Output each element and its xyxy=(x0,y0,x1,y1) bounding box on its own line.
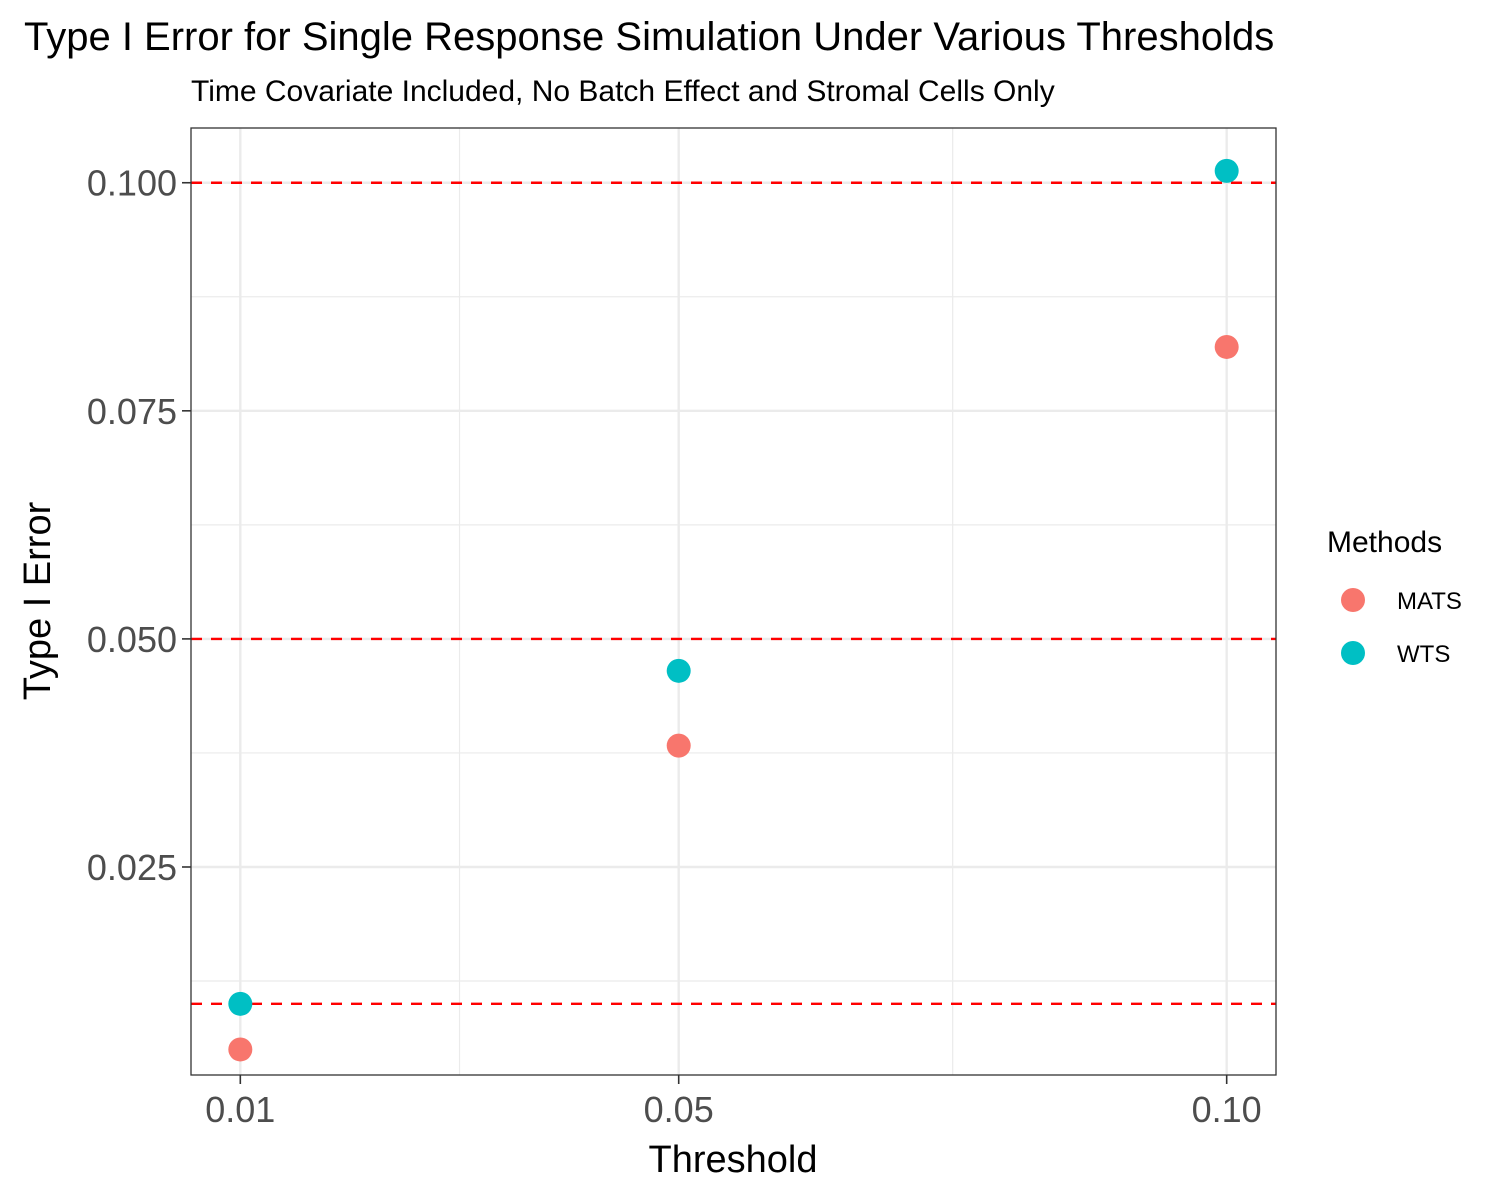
data-point-mats xyxy=(228,1037,253,1062)
minor-gridlines xyxy=(191,128,1276,1075)
data-points xyxy=(228,158,1239,1062)
data-point-wts xyxy=(666,658,691,683)
x-tick-label: 0.01 xyxy=(205,1089,275,1130)
y-tick-label: 0.050 xyxy=(87,619,177,660)
legend-label-wts: WTS xyxy=(1397,641,1450,668)
chart-title: Type I Error for Single Response Simulat… xyxy=(24,15,1274,59)
x-tick-label: 0.10 xyxy=(1192,1089,1262,1130)
y-tick-label: 0.100 xyxy=(87,163,177,204)
legend-title: Methods xyxy=(1327,526,1442,559)
chart-subtitle: Time Covariate Included, No Batch Effect… xyxy=(191,75,1055,108)
y-tick-label: 0.075 xyxy=(87,391,177,432)
legend-key-mats xyxy=(1341,588,1365,612)
y-axis-title: Type I Error xyxy=(17,501,59,700)
y-axis: 0.025 0.050 0.075 0.100 xyxy=(87,163,191,888)
x-tick-label: 0.05 xyxy=(644,1089,714,1130)
data-point-wts xyxy=(228,991,253,1016)
plot-panel-background xyxy=(191,128,1276,1075)
x-axis-title: Threshold xyxy=(649,1139,818,1181)
legend-label-mats: MATS xyxy=(1397,588,1462,615)
data-point-mats xyxy=(1214,334,1239,359)
y-tick-label: 0.025 xyxy=(87,847,177,888)
reference-lines xyxy=(191,181,1276,1006)
data-point-wts xyxy=(1214,158,1239,183)
legend: Methods MATS WTS xyxy=(1327,526,1462,668)
legend-key-wts xyxy=(1341,641,1365,665)
data-point-mats xyxy=(666,733,691,758)
plot-panel-border xyxy=(190,127,1277,1076)
x-axis: 0.01 0.05 0.10 xyxy=(205,1075,1262,1130)
